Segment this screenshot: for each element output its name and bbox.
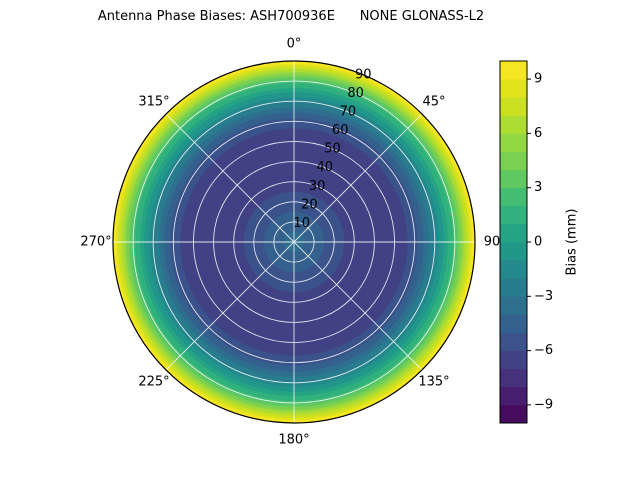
- theta-tick-label: 225°: [138, 375, 169, 390]
- grid-spoke: [293, 241, 423, 371]
- r-tick-label: 40: [317, 160, 334, 175]
- theta-tick-label: 135°: [418, 375, 449, 390]
- r-tick-label: 50: [324, 142, 341, 157]
- r-tick-label: 20: [301, 197, 318, 212]
- theta-tick-label: 315°: [138, 95, 169, 110]
- colorbar-segment: [500, 386, 527, 406]
- colorbar-segment: [500, 296, 527, 315]
- colorbar-segment: [500, 205, 527, 225]
- colorbar-segment: [500, 169, 527, 189]
- plot-outline: [112, 60, 476, 424]
- colorbar-segment: [500, 115, 527, 134]
- r-tick-label: 90: [355, 67, 372, 82]
- colorbar-tick-label: −6: [534, 343, 553, 358]
- colorbar-tick-label: 0: [534, 235, 542, 250]
- grid-spoke: [165, 241, 295, 371]
- colorbar-segment: [500, 314, 527, 333]
- colorbar-tick-label: −9: [534, 397, 553, 412]
- colorbar-segment: [500, 97, 527, 116]
- colorbar-segment: [500, 223, 527, 243]
- theta-tick-label: 90: [484, 235, 501, 250]
- colorbar-segment: [500, 404, 527, 424]
- colorbar-segment: [500, 133, 527, 152]
- colorbar-axis-label: Bias (mm): [565, 209, 580, 276]
- colorbar-segment: [500, 242, 527, 261]
- colorbar-tick-label: −3: [534, 289, 553, 304]
- theta-tick-labels: 0° 45° 90 135° 180° 225° 270° 315°: [80, 37, 500, 448]
- r-tick-label: 70: [340, 104, 357, 119]
- colorbar-segment: [500, 187, 527, 207]
- colorbar-tick-label: 3: [534, 180, 542, 195]
- r-tick-label: 30: [309, 179, 326, 194]
- colorbar-segment: [500, 278, 527, 297]
- r-tick-label: 60: [332, 123, 349, 138]
- r-tick-label: 10: [293, 216, 310, 231]
- colorbar-segment: [500, 350, 527, 370]
- colorbar-segment: [500, 61, 527, 80]
- theta-tick-label: 270°: [80, 235, 111, 250]
- theta-tick-label: 180°: [278, 433, 309, 448]
- colorbar-segment: [500, 79, 527, 98]
- colorbar-segment: [500, 260, 527, 279]
- theta-tick-label: 45°: [422, 95, 445, 110]
- colorbar-segment: [500, 151, 527, 170]
- r-tick-labels: 10 20 30 40 50 60 70 80 90: [293, 67, 371, 231]
- colorbar-segment: [500, 368, 527, 388]
- polar-grid: [113, 61, 475, 423]
- colorbar-segment: [500, 332, 527, 351]
- colorbar-tick-label: 6: [534, 126, 542, 141]
- r-tick-label: 80: [347, 86, 364, 101]
- colorbar: 9 6 3 0 −3 −6 −9 Bias (mm): [499, 60, 580, 424]
- grid-spoke: [165, 113, 295, 243]
- chart-title: Antenna Phase Biases: ASH700936E NONE GL…: [97, 9, 485, 24]
- theta-tick-label: 0°: [287, 37, 302, 52]
- grid-spoke: [293, 113, 423, 243]
- colorbar-tick-label: 9: [534, 72, 542, 87]
